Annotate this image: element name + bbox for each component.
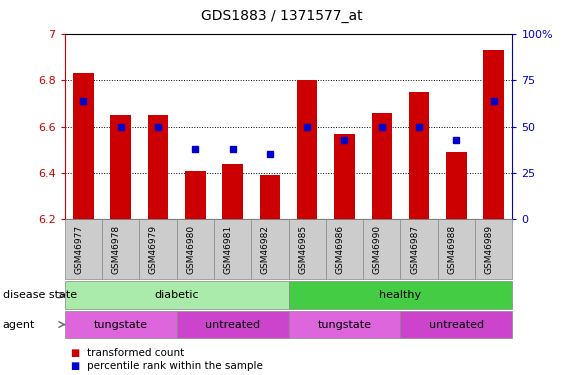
Text: GSM46988: GSM46988	[448, 225, 457, 274]
Text: GSM46981: GSM46981	[224, 225, 233, 274]
Text: GDS1883 / 1371577_at: GDS1883 / 1371577_at	[200, 9, 363, 23]
Bar	[297, 80, 318, 219]
Text: agent: agent	[3, 320, 35, 330]
Bar	[372, 112, 392, 219]
Bar	[222, 164, 243, 219]
Bar	[185, 171, 205, 219]
Text: GSM46977: GSM46977	[74, 225, 83, 274]
Text: untreated: untreated	[429, 320, 484, 330]
Bar	[446, 152, 467, 219]
Bar	[110, 115, 131, 219]
Text: GSM46985: GSM46985	[298, 225, 307, 274]
Text: diabetic: diabetic	[154, 290, 199, 300]
Bar	[484, 50, 504, 219]
Text: tungstate: tungstate	[318, 320, 372, 330]
Text: GSM46978: GSM46978	[111, 225, 120, 274]
Text: transformed count: transformed count	[87, 348, 185, 358]
Text: GSM46989: GSM46989	[485, 225, 494, 274]
Bar	[260, 175, 280, 219]
Text: disease state: disease state	[3, 290, 77, 300]
Text: ■: ■	[70, 361, 79, 370]
Bar	[409, 92, 430, 219]
Bar	[73, 73, 93, 219]
Text: untreated: untreated	[205, 320, 260, 330]
Text: healthy: healthy	[379, 290, 422, 300]
Text: GSM46987: GSM46987	[410, 225, 419, 274]
Text: tungstate: tungstate	[93, 320, 148, 330]
Text: GSM46986: GSM46986	[336, 225, 345, 274]
Text: GSM46979: GSM46979	[149, 225, 158, 274]
Text: GSM46980: GSM46980	[186, 225, 195, 274]
Text: GSM46982: GSM46982	[261, 225, 270, 274]
Text: ■: ■	[70, 348, 79, 358]
Text: GSM46990: GSM46990	[373, 225, 382, 274]
Bar	[334, 134, 355, 219]
Text: percentile rank within the sample: percentile rank within the sample	[87, 361, 263, 370]
Bar	[148, 115, 168, 219]
